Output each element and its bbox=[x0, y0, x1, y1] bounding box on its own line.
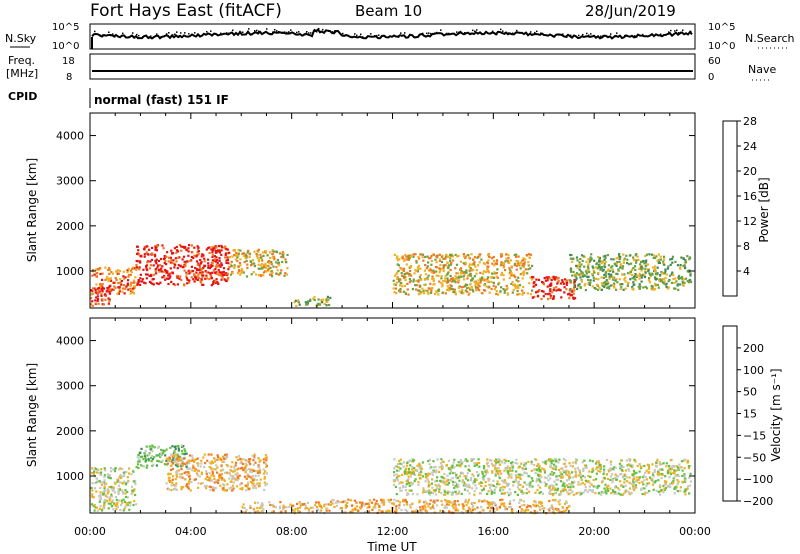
x-axis-label: Time UT bbox=[366, 540, 417, 554]
power-ytick-label: 1000 bbox=[56, 265, 84, 278]
velocity-axes: 1000 2000 3000 4000 00:00 04:00 08:00 12:00 16:0… bbox=[56, 318, 711, 538]
velocity-colorbar-label: Velocity [m s⁻¹] bbox=[769, 368, 783, 461]
velocity-ytick-label: 4000 bbox=[56, 335, 84, 348]
velocity-region-4 bbox=[329, 498, 571, 515]
velocity-colorbar-tick: −200 bbox=[743, 495, 773, 508]
x-tick-label: 12:00 bbox=[377, 525, 409, 538]
power-colorbar-tick: 16 bbox=[743, 190, 757, 203]
velocity-colorbar-tick: 50 bbox=[743, 386, 757, 399]
nsky-tick-bottom: 10^0 bbox=[52, 41, 79, 52]
power-ytick-label: 2000 bbox=[56, 220, 84, 233]
station-title: Fort Hays East (fitACF) bbox=[90, 1, 282, 21]
velocity-ylabel: Slant Range [km] bbox=[25, 363, 39, 467]
power-region-6 bbox=[531, 275, 577, 301]
freq-unit-label: [MHz] bbox=[6, 67, 38, 80]
power-ytick-label: 3000 bbox=[56, 175, 84, 188]
power-colorbar-tick: 4 bbox=[743, 265, 750, 278]
velocity-colorbar-tick: 15 bbox=[743, 408, 757, 421]
power-colorbar: 4 8 12 16 20 24 28 bbox=[722, 115, 757, 297]
nsearch-tick-bottom: 10^0 bbox=[708, 41, 735, 52]
velocity-region-0 bbox=[90, 467, 138, 512]
power-region-2 bbox=[135, 243, 231, 287]
velocity-region-2 bbox=[165, 453, 269, 492]
velocity-ytick-label: 2000 bbox=[56, 425, 84, 438]
velocity-colorbar-tick: −15 bbox=[743, 429, 766, 442]
velocity-colorbar-tick: 200 bbox=[743, 342, 764, 355]
x-tick-label: 16:00 bbox=[477, 525, 509, 538]
x-tick-label: 08:00 bbox=[276, 525, 308, 538]
velocity-colorbar: 200 100 50 15 −15 −50 −100 −200 bbox=[722, 325, 773, 508]
beam-title: Beam 10 bbox=[355, 2, 422, 20]
velocity-colorbar-tick: −50 bbox=[743, 451, 766, 464]
nsky-series bbox=[91, 27, 693, 49]
power-ytick-label: 4000 bbox=[56, 130, 84, 143]
power-colorbar-tick: 8 bbox=[743, 240, 750, 253]
velocity-ytick-label: 3000 bbox=[56, 380, 84, 393]
power-ylabel: Slant Range [km] bbox=[25, 158, 39, 262]
freq-panel-frame bbox=[89, 53, 696, 80]
nave-tick-top: 60 bbox=[708, 56, 721, 67]
power-region-1 bbox=[90, 266, 138, 296]
nsearch-tick-top: 10^5 bbox=[708, 22, 735, 33]
power-colorbar-label: Power [dB] bbox=[757, 177, 771, 242]
x-tick-label: 00:00 bbox=[74, 525, 106, 538]
nsearch-label: N.Search bbox=[745, 32, 795, 45]
velocity-heatmap bbox=[90, 444, 692, 515]
power-region-3 bbox=[228, 248, 289, 278]
velocity-colorbar-tick: 100 bbox=[743, 364, 764, 377]
velocity-colorbar-tick: −100 bbox=[743, 473, 773, 486]
velocity-region-3 bbox=[241, 501, 332, 515]
cpid-label: CPID bbox=[8, 90, 37, 103]
freq-tick-top: 18 bbox=[62, 56, 75, 67]
x-tick-label: 04:00 bbox=[175, 525, 207, 538]
velocity-panel-frame bbox=[89, 317, 696, 514]
velocity-region-5 bbox=[392, 458, 692, 497]
nsky-tick-top: 10^5 bbox=[52, 22, 79, 33]
freq-tick-bottom: 8 bbox=[66, 72, 72, 83]
freq-label: Freq. bbox=[8, 54, 35, 67]
date-title: 28/Jun/2019 bbox=[585, 2, 676, 20]
power-region-5 bbox=[392, 253, 534, 296]
power-axes: 1000 2000 3000 4000 bbox=[56, 113, 696, 308]
power-colorbar-tick: 28 bbox=[743, 115, 757, 128]
power-colorbar-tick: 20 bbox=[743, 165, 757, 178]
nsky-panel-frame bbox=[89, 23, 696, 50]
velocity-ytick-label: 1000 bbox=[56, 470, 84, 483]
nsky-label: N.Sky bbox=[5, 32, 37, 45]
nave-tick-bottom: 0 bbox=[708, 72, 714, 83]
power-region-7 bbox=[569, 253, 693, 292]
cpid-value: normal (fast) 151 IF bbox=[94, 93, 229, 107]
x-tick-label: 20:00 bbox=[578, 525, 610, 538]
x-tick-label: 00:00 bbox=[679, 525, 711, 538]
power-region-4 bbox=[293, 295, 332, 307]
power-heatmap bbox=[90, 243, 693, 307]
nave-label: Nave bbox=[748, 63, 776, 76]
power-colorbar-tick: 12 bbox=[743, 215, 757, 228]
power-colorbar-tick: 24 bbox=[743, 140, 757, 153]
